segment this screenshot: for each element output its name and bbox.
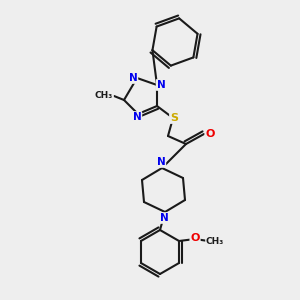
Text: CH₃: CH₃ xyxy=(206,236,224,245)
Text: N: N xyxy=(160,213,168,223)
Text: N: N xyxy=(133,112,141,122)
Text: N: N xyxy=(157,157,165,167)
Text: CH₃: CH₃ xyxy=(95,92,113,100)
Text: O: O xyxy=(190,233,200,243)
Text: N: N xyxy=(157,80,165,90)
Text: O: O xyxy=(205,129,215,139)
Text: S: S xyxy=(170,113,178,123)
Text: N: N xyxy=(129,73,137,83)
